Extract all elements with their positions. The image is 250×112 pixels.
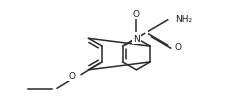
Text: O: O — [133, 10, 140, 18]
Text: O: O — [175, 42, 182, 51]
Text: NH₂: NH₂ — [175, 15, 192, 24]
Text: O: O — [68, 71, 75, 80]
Text: N: N — [133, 34, 140, 43]
